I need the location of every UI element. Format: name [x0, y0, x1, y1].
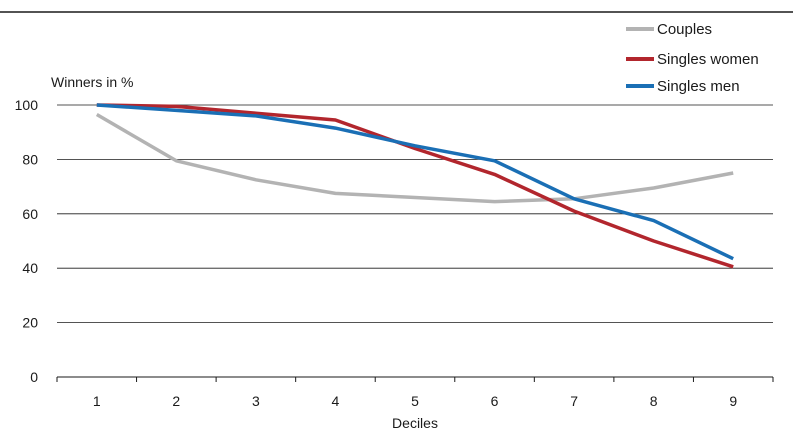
series-line-singles-women	[96, 103, 734, 269]
x-tick-label: 5	[411, 393, 419, 409]
x-tick-label: 8	[650, 393, 658, 409]
legend: Couples Singles women Singles men	[626, 21, 759, 95]
x-tick-label: 7	[570, 393, 578, 409]
legend-label: Couples	[657, 21, 712, 38]
y-tick-label: 20	[22, 315, 38, 331]
x-ticks: 1 2 3 4 5 6 7 8 9	[56, 377, 774, 409]
y-tick-label: 0	[30, 369, 38, 385]
x-tick-label: 1	[93, 393, 101, 409]
y-tick-label: 80	[22, 151, 38, 167]
y-axis-title: Winners in %	[51, 74, 133, 90]
y-tick-label: 100	[15, 97, 39, 113]
x-tick-label: 3	[252, 393, 260, 409]
legend-label: Singles men	[657, 78, 740, 95]
x-tick-label: 6	[491, 393, 499, 409]
gridlines	[57, 104, 773, 324]
y-tick-label: 60	[22, 206, 38, 222]
x-tick-label: 4	[332, 393, 340, 409]
legend-label: Singles women	[657, 51, 759, 68]
y-tick-label: 40	[22, 260, 38, 276]
series-line-couples	[95, 112, 734, 204]
series-line-singles-men	[96, 103, 734, 261]
x-tick-label: 9	[729, 393, 737, 409]
y-tick-labels: 0 20 40 60 80 100	[15, 97, 39, 385]
x-axis-title: Deciles	[392, 415, 438, 431]
series-lines	[95, 103, 734, 269]
x-tick-label: 2	[172, 393, 180, 409]
